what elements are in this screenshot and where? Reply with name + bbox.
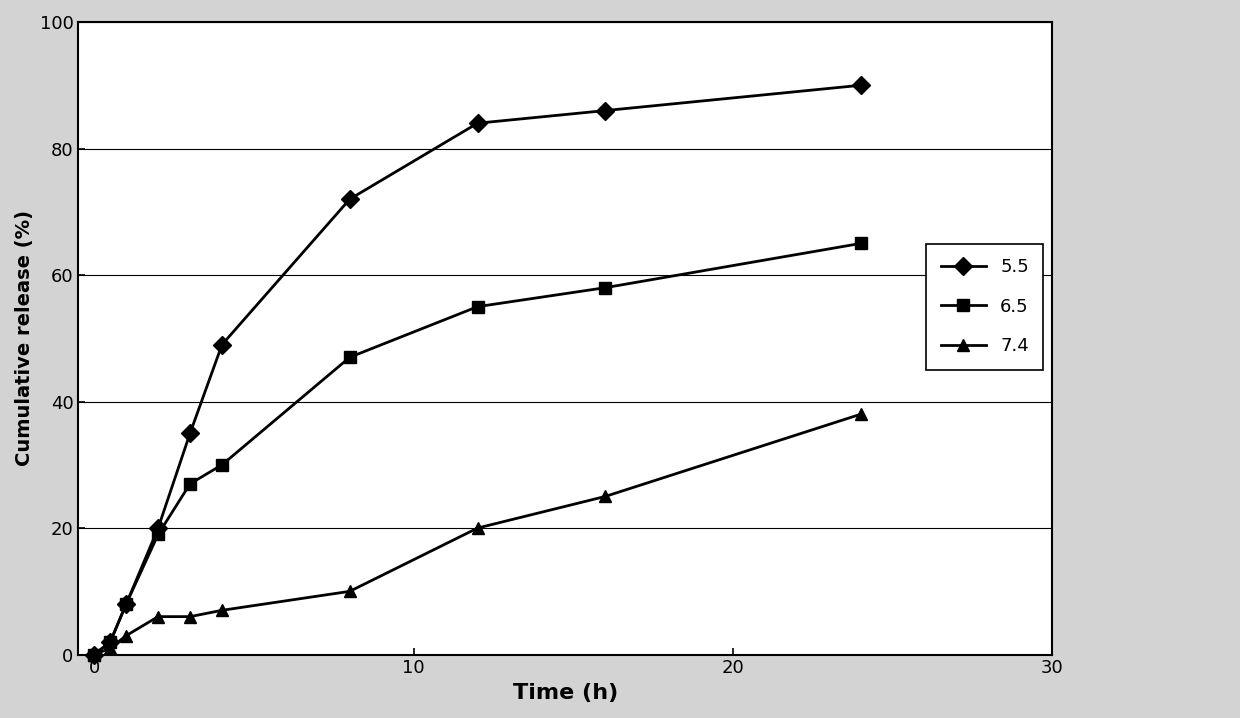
Legend: 5.5, 6.5, 7.4: 5.5, 6.5, 7.4 — [926, 243, 1043, 370]
7.4 — [342, 587, 357, 596]
7.4 — [470, 523, 485, 532]
7.4 — [119, 631, 134, 640]
7.4 — [151, 612, 166, 621]
7.4 — [87, 651, 102, 659]
7.4 — [215, 606, 229, 615]
6.5 — [342, 353, 357, 362]
5.5 — [182, 429, 197, 437]
Y-axis label: Cumulative release (%): Cumulative release (%) — [15, 210, 33, 466]
6.5 — [103, 638, 118, 646]
5.5 — [470, 119, 485, 128]
Line: 7.4: 7.4 — [88, 408, 867, 661]
6.5 — [598, 284, 613, 292]
5.5 — [215, 340, 229, 349]
6.5 — [853, 239, 868, 248]
6.5 — [119, 600, 134, 608]
6.5 — [470, 302, 485, 311]
Line: 6.5: 6.5 — [88, 237, 867, 661]
5.5 — [853, 81, 868, 90]
6.5 — [182, 480, 197, 488]
7.4 — [598, 492, 613, 500]
5.5 — [342, 195, 357, 203]
Line: 5.5: 5.5 — [88, 79, 867, 661]
5.5 — [151, 523, 166, 532]
6.5 — [87, 651, 102, 659]
5.5 — [119, 600, 134, 608]
5.5 — [87, 651, 102, 659]
X-axis label: Time (h): Time (h) — [512, 683, 618, 703]
7.4 — [103, 644, 118, 653]
6.5 — [215, 460, 229, 469]
7.4 — [853, 410, 868, 419]
6.5 — [151, 530, 166, 538]
5.5 — [598, 106, 613, 115]
7.4 — [182, 612, 197, 621]
5.5 — [103, 638, 118, 646]
